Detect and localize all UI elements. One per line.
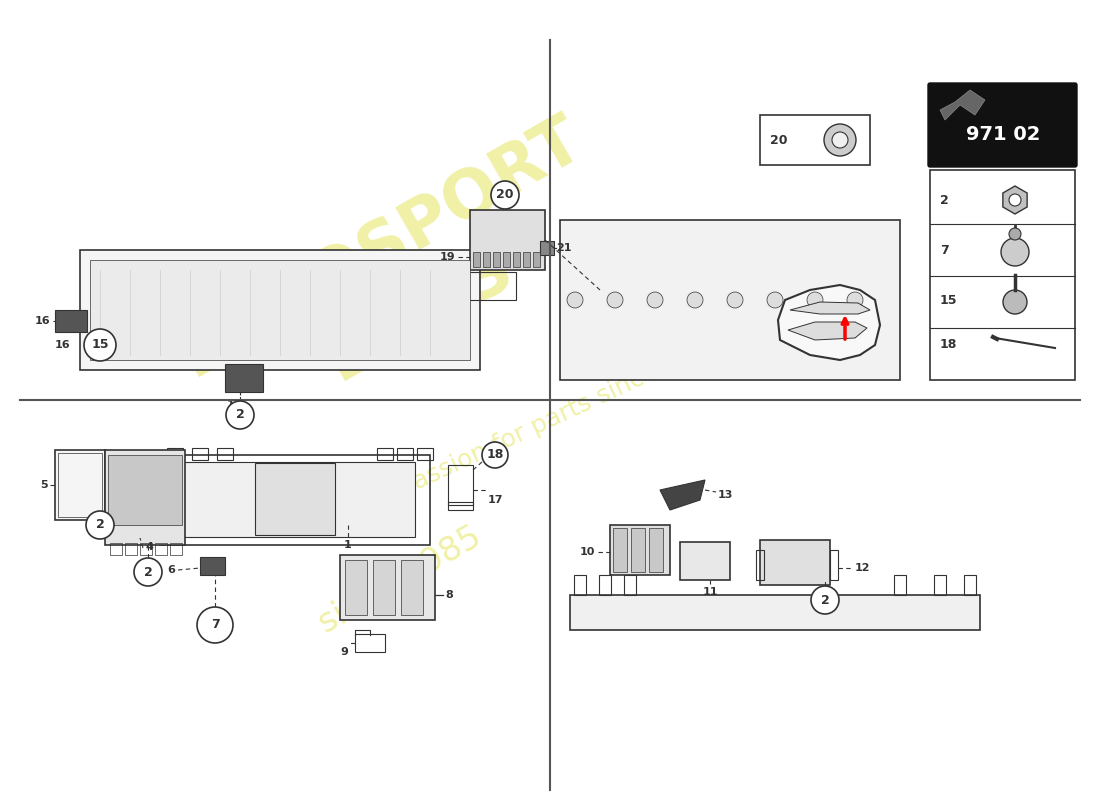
Circle shape	[647, 292, 663, 308]
FancyBboxPatch shape	[680, 542, 730, 580]
Circle shape	[824, 124, 856, 156]
Polygon shape	[1003, 186, 1027, 214]
FancyBboxPatch shape	[649, 528, 663, 572]
FancyBboxPatch shape	[760, 540, 830, 585]
Text: 17: 17	[488, 495, 504, 505]
Circle shape	[607, 292, 623, 308]
Text: 2: 2	[821, 594, 829, 606]
Circle shape	[1009, 228, 1021, 240]
Circle shape	[197, 607, 233, 643]
Text: since 1985: since 1985	[312, 520, 487, 640]
Text: EUROSPORT
DARS: EUROSPORT DARS	[167, 105, 632, 455]
FancyBboxPatch shape	[540, 241, 554, 255]
Text: 3: 3	[145, 485, 153, 495]
Text: 14: 14	[228, 400, 243, 410]
FancyBboxPatch shape	[345, 560, 367, 615]
Circle shape	[688, 292, 703, 308]
Text: 1: 1	[344, 540, 352, 550]
FancyBboxPatch shape	[473, 252, 480, 267]
Text: 10: 10	[580, 547, 595, 557]
Text: 20: 20	[770, 134, 788, 146]
Text: 19: 19	[439, 252, 455, 262]
Text: 15: 15	[91, 338, 109, 351]
FancyBboxPatch shape	[470, 210, 544, 270]
FancyBboxPatch shape	[255, 463, 336, 535]
Polygon shape	[790, 302, 870, 314]
Text: 2: 2	[940, 194, 948, 206]
Text: 16: 16	[34, 316, 50, 326]
Text: 18: 18	[486, 449, 504, 462]
Circle shape	[566, 292, 583, 308]
Polygon shape	[778, 285, 880, 360]
Text: 2: 2	[144, 566, 153, 578]
FancyBboxPatch shape	[513, 252, 520, 267]
FancyBboxPatch shape	[55, 450, 104, 520]
Text: 20: 20	[496, 189, 514, 202]
Circle shape	[727, 292, 742, 308]
Circle shape	[491, 181, 519, 209]
Text: 5: 5	[41, 480, 48, 490]
FancyBboxPatch shape	[373, 560, 395, 615]
Circle shape	[482, 442, 508, 468]
FancyBboxPatch shape	[55, 310, 87, 332]
Circle shape	[226, 401, 254, 429]
Text: 21: 21	[556, 243, 572, 253]
Circle shape	[811, 586, 839, 614]
FancyBboxPatch shape	[90, 260, 470, 360]
FancyBboxPatch shape	[570, 595, 980, 630]
FancyBboxPatch shape	[340, 555, 434, 620]
Text: 7: 7	[940, 243, 948, 257]
Text: 7: 7	[210, 618, 219, 631]
Circle shape	[832, 132, 848, 148]
Circle shape	[1009, 194, 1021, 206]
Circle shape	[1001, 238, 1028, 266]
Text: 2: 2	[96, 518, 104, 531]
Circle shape	[807, 292, 823, 308]
Text: 16: 16	[54, 340, 70, 350]
Circle shape	[134, 558, 162, 586]
FancyBboxPatch shape	[200, 557, 225, 575]
Text: 22: 22	[440, 281, 455, 291]
FancyBboxPatch shape	[175, 462, 415, 537]
FancyBboxPatch shape	[108, 455, 182, 525]
Circle shape	[847, 292, 864, 308]
FancyBboxPatch shape	[104, 450, 185, 545]
FancyBboxPatch shape	[560, 220, 900, 380]
FancyBboxPatch shape	[631, 528, 645, 572]
Polygon shape	[660, 480, 705, 510]
Text: 13: 13	[718, 490, 734, 500]
FancyBboxPatch shape	[928, 83, 1077, 167]
FancyBboxPatch shape	[80, 250, 480, 370]
FancyBboxPatch shape	[534, 252, 540, 267]
Text: 4: 4	[145, 542, 153, 552]
Text: 15: 15	[940, 294, 957, 306]
Text: 971 02: 971 02	[966, 126, 1041, 145]
FancyBboxPatch shape	[613, 528, 627, 572]
Text: a passion for parts since 1985: a passion for parts since 1985	[374, 329, 726, 511]
Text: 9: 9	[340, 647, 348, 657]
FancyBboxPatch shape	[522, 252, 530, 267]
Text: 8: 8	[446, 590, 453, 600]
Text: 12: 12	[855, 563, 870, 573]
FancyBboxPatch shape	[402, 560, 424, 615]
FancyBboxPatch shape	[483, 252, 490, 267]
FancyBboxPatch shape	[503, 252, 510, 267]
Circle shape	[84, 329, 116, 361]
Circle shape	[86, 511, 114, 539]
Text: 2: 2	[235, 409, 244, 422]
Polygon shape	[788, 322, 867, 340]
FancyBboxPatch shape	[610, 525, 670, 575]
Text: 18: 18	[940, 338, 957, 350]
Circle shape	[767, 292, 783, 308]
Text: 11: 11	[702, 587, 717, 597]
FancyBboxPatch shape	[226, 364, 263, 392]
Circle shape	[1003, 290, 1027, 314]
FancyBboxPatch shape	[493, 252, 500, 267]
Text: 6: 6	[167, 565, 175, 575]
Polygon shape	[940, 90, 984, 120]
